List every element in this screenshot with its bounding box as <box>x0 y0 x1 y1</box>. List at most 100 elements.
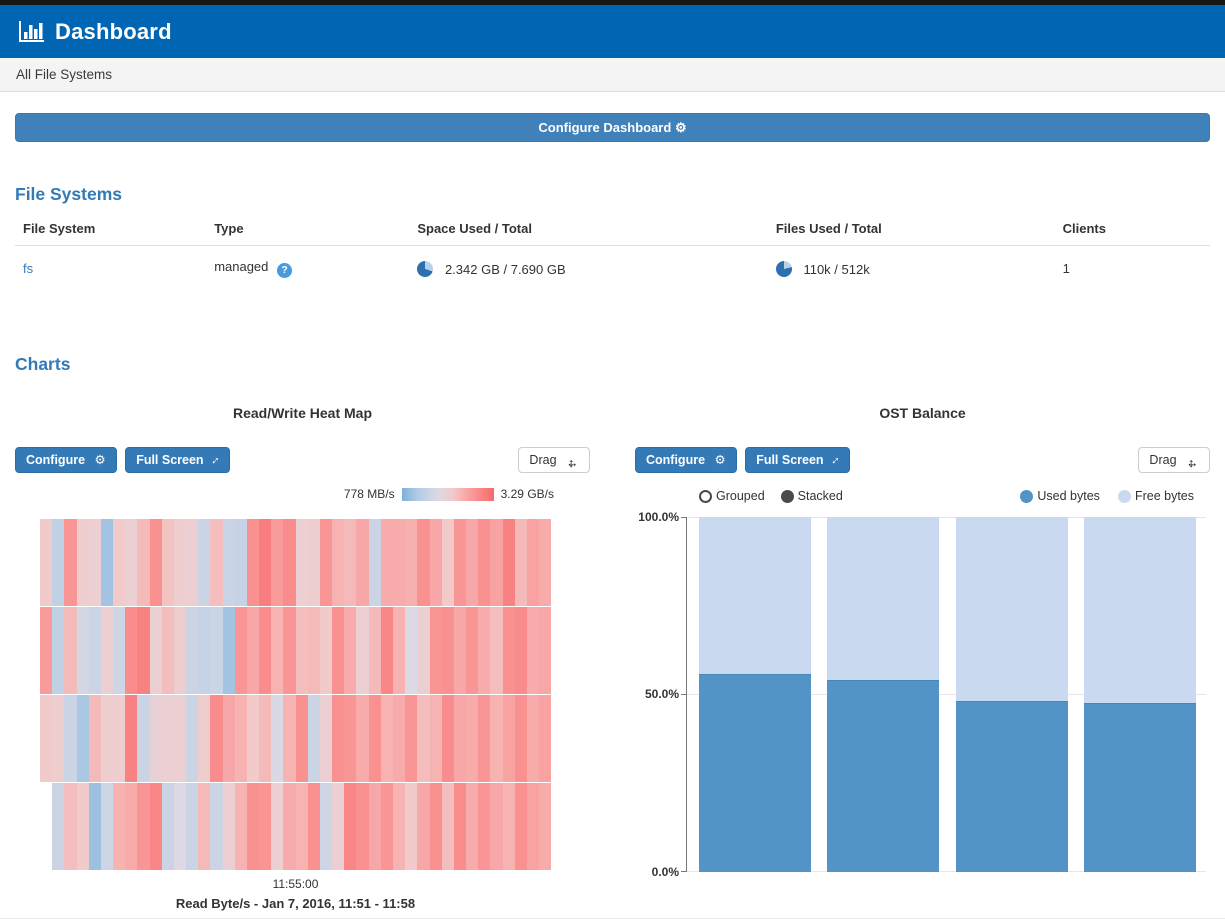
heatmap-cell[interactable] <box>113 695 126 782</box>
heatmap-cell[interactable] <box>198 519 211 606</box>
heatmap-cell[interactable] <box>161 783 174 870</box>
heatmap-cell[interactable] <box>161 607 174 694</box>
heatmap-cell[interactable] <box>100 519 114 606</box>
heatmap-cell[interactable] <box>368 607 381 694</box>
heatmap-cell[interactable] <box>88 519 101 606</box>
heatmap-cell[interactable] <box>64 519 77 606</box>
help-icon[interactable]: ? <box>277 263 293 278</box>
heatmap-cell[interactable] <box>88 695 101 782</box>
grouped-toggle[interactable]: Grouped <box>699 489 765 503</box>
heatmap-cell[interactable] <box>453 607 467 694</box>
heatmap-cell[interactable] <box>405 783 418 870</box>
fullscreen-button[interactable]: Full Screen ↕ <box>745 447 851 473</box>
heatmap-cell[interactable] <box>173 783 187 870</box>
configure-button[interactable]: Configure ⚙ <box>635 447 737 473</box>
configure-button[interactable]: Configure ⚙ <box>15 447 117 473</box>
free-bytes-segment[interactable] <box>699 517 811 674</box>
heatmap-cell[interactable] <box>307 519 320 606</box>
heatmap-cell[interactable] <box>332 519 345 606</box>
heatmap-cell[interactable] <box>100 695 114 782</box>
heatmap-cell[interactable] <box>125 695 138 782</box>
heatmap-cell[interactable] <box>392 519 406 606</box>
heatmap-cell[interactable] <box>259 519 272 606</box>
heatmap-cell[interactable] <box>466 695 479 782</box>
heatmap-cell[interactable] <box>466 519 479 606</box>
heatmap-cell[interactable] <box>539 607 552 694</box>
heatmap-cell[interactable] <box>539 695 552 782</box>
heatmap-cell[interactable] <box>526 607 540 694</box>
heatmap-cell[interactable] <box>344 607 357 694</box>
heatmap-cell[interactable] <box>405 607 418 694</box>
heatmap-cell[interactable] <box>210 783 223 870</box>
used-bytes-segment[interactable] <box>1083 703 1196 872</box>
used-bytes-segment[interactable] <box>827 679 940 872</box>
heatmap-cell[interactable] <box>478 695 491 782</box>
heatmap-cell[interactable] <box>137 783 150 870</box>
heatmap-cell[interactable] <box>539 783 552 870</box>
heatmap-cell[interactable] <box>40 519 53 606</box>
heatmap-cell[interactable] <box>149 519 162 606</box>
heatmap-cell[interactable] <box>246 695 260 782</box>
heatmap-cell[interactable] <box>429 783 442 870</box>
heatmap-cell[interactable] <box>210 695 223 782</box>
heatmap-cell[interactable] <box>368 783 381 870</box>
heatmap-cell[interactable] <box>307 607 320 694</box>
heatmap-cell[interactable] <box>319 783 333 870</box>
heatmap-cell[interactable] <box>502 783 515 870</box>
heatmap-cell[interactable] <box>52 519 65 606</box>
heatmap-cell[interactable] <box>234 607 247 694</box>
drag-button[interactable]: Drag ↔ ↕ <box>518 447 590 473</box>
heatmap-cell[interactable] <box>173 519 187 606</box>
heatmap-cell[interactable] <box>234 783 247 870</box>
heatmap-cell[interactable] <box>344 519 357 606</box>
heatmap-cell[interactable] <box>417 783 430 870</box>
heatmap-cell[interactable] <box>173 607 187 694</box>
heatmap-cell[interactable] <box>76 695 89 782</box>
stacked-bar[interactable] <box>1083 517 1196 872</box>
heatmap-cell[interactable] <box>125 607 138 694</box>
heatmap-cell[interactable] <box>88 607 101 694</box>
heatmap-cell[interactable] <box>502 607 515 694</box>
heatmap-cell[interactable] <box>40 607 53 694</box>
filesystem-link[interactable]: fs <box>23 261 34 276</box>
heatmap-cell[interactable] <box>380 519 393 606</box>
heatmap-cell[interactable] <box>295 607 308 694</box>
heatmap-cell[interactable] <box>441 695 454 782</box>
heatmap-cell[interactable] <box>526 783 540 870</box>
heatmap-cell[interactable] <box>161 519 174 606</box>
heatmap-cell[interactable] <box>295 519 308 606</box>
heatmap-cell[interactable] <box>259 695 272 782</box>
heatmap-cell[interactable] <box>76 607 89 694</box>
heatmap-cell[interactable] <box>283 695 296 782</box>
heatmap-cell[interactable] <box>332 783 345 870</box>
heatmap-cell[interactable] <box>344 695 357 782</box>
heatmap-cell[interactable] <box>271 519 284 606</box>
legend-free-bytes[interactable]: Free bytes <box>1117 489 1194 503</box>
stacked-bar[interactable] <box>955 517 1068 872</box>
heatmap-cell[interactable] <box>478 607 491 694</box>
heatmap-cell[interactable] <box>441 783 454 870</box>
heatmap-cell[interactable] <box>295 695 308 782</box>
heatmap-cell[interactable] <box>392 607 406 694</box>
heatmap-cell[interactable] <box>64 783 77 870</box>
heatmap-cell[interactable] <box>429 695 442 782</box>
heatmap-cell[interactable] <box>356 695 369 782</box>
heatmap-cell[interactable] <box>441 607 454 694</box>
heatmap-cell[interactable] <box>526 519 540 606</box>
heatmap-cell[interactable] <box>283 607 296 694</box>
heatmap-cell[interactable] <box>198 783 211 870</box>
drag-button[interactable]: Drag ↔ ↕ <box>1138 447 1210 473</box>
heatmap-cell[interactable] <box>186 783 199 870</box>
heatmap-cell[interactable] <box>344 783 357 870</box>
heatmap-cell[interactable] <box>246 783 260 870</box>
heatmap-cell[interactable] <box>52 695 65 782</box>
heatmap-cell[interactable] <box>283 519 296 606</box>
heatmap-cell[interactable] <box>490 695 503 782</box>
heatmap-cell[interactable] <box>234 519 247 606</box>
heatmap-cell[interactable] <box>453 695 467 782</box>
heatmap-cell[interactable] <box>356 783 369 870</box>
heatmap-cell[interactable] <box>149 783 162 870</box>
stacked-bar[interactable] <box>827 517 940 872</box>
heatmap-cell[interactable] <box>161 695 174 782</box>
heatmap-cell[interactable] <box>514 695 527 782</box>
